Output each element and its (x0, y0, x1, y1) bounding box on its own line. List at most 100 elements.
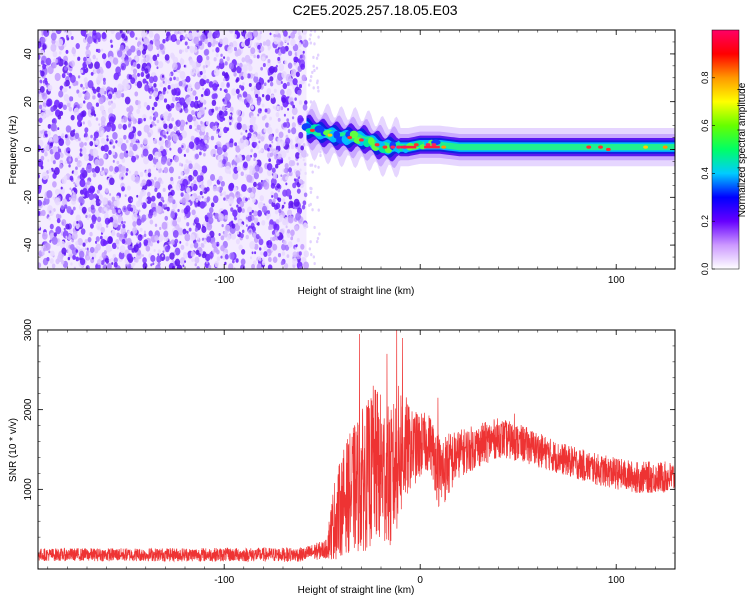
noise-speck (136, 138, 139, 142)
noise-speck (161, 204, 165, 209)
noise-speck (251, 263, 256, 269)
noise-speck (290, 38, 296, 47)
noise-speck (87, 36, 93, 44)
noise-speck (218, 232, 221, 237)
noise-speck (236, 62, 240, 67)
noise-speck (95, 117, 99, 121)
noise-speck (153, 249, 156, 253)
noise-speck (160, 157, 167, 165)
noise-speck (38, 54, 41, 61)
noise-speck (115, 140, 118, 144)
noise-speck (309, 41, 313, 45)
noise-speck (120, 143, 127, 152)
noise-speck (293, 198, 300, 207)
noise-speck (149, 116, 153, 120)
noise-speck (112, 90, 115, 94)
noise-speck (80, 162, 83, 166)
noise-speck (288, 50, 293, 57)
noise-speck (156, 66, 159, 70)
noise-speck (125, 150, 129, 154)
noise-speck (130, 198, 133, 202)
noise-speck (282, 189, 288, 197)
noise-speck (287, 229, 291, 234)
noise-speck (100, 115, 106, 124)
noise-speck (204, 88, 211, 97)
noise-speck (142, 138, 148, 145)
noise-speck (271, 94, 274, 99)
noise-speck (313, 225, 316, 230)
noise-speck (175, 102, 182, 112)
noise-speck (174, 247, 181, 256)
noise-speck (136, 49, 142, 57)
noise-speck (177, 147, 183, 154)
noise-speck (278, 63, 285, 72)
noise-speck (292, 182, 297, 189)
noise-speck (175, 76, 180, 82)
noise-speck (109, 204, 114, 211)
noise-speck (163, 230, 169, 238)
noise-speck (263, 181, 270, 190)
noise-speck (254, 251, 257, 255)
noise-speck (209, 174, 216, 182)
noise-speck (133, 244, 139, 253)
noise-speck (236, 49, 242, 57)
noise-speck (215, 40, 219, 45)
noise-speck (163, 114, 168, 121)
noise-speck (143, 156, 149, 165)
noise-speck (191, 110, 195, 116)
noise-speck (288, 35, 291, 39)
noise-speck (92, 54, 96, 60)
noise-speck (281, 243, 286, 251)
noise-speck (58, 214, 62, 219)
noise-speck (124, 96, 131, 105)
noise-speck (235, 190, 241, 199)
noise-speck (274, 155, 278, 160)
noise-speck (104, 217, 110, 225)
noise-speck (247, 99, 251, 103)
noise-speck (75, 166, 78, 171)
noise-speck (267, 79, 270, 83)
noise-speck (247, 215, 253, 222)
noise-speck (206, 78, 210, 84)
noise-speck (253, 88, 260, 97)
spectrogram-y-axis-label: Frequency (Hz) (8, 116, 19, 185)
noise-speck (52, 146, 58, 154)
noise-speck (156, 240, 160, 244)
noise-speck (102, 264, 108, 269)
noise-speck (80, 202, 83, 206)
noise-speck (78, 196, 84, 204)
noise-speck (95, 76, 102, 85)
noise-speck (186, 114, 193, 123)
noise-speck (168, 166, 174, 174)
noise-speck (106, 138, 109, 142)
noise-speck (290, 100, 294, 106)
noise-speck (312, 64, 315, 68)
noise-speck (88, 122, 92, 128)
noise-speck (115, 90, 122, 99)
noise-speck (255, 93, 259, 99)
noise-speck (169, 147, 172, 151)
noise-speck (101, 167, 105, 171)
noise-speck (38, 159, 44, 167)
noise-speck (113, 200, 118, 207)
noise-speck (208, 264, 212, 269)
noise-speck (137, 234, 143, 241)
noise-speck (303, 261, 309, 269)
noise-speck (128, 131, 135, 140)
noise-speck (239, 193, 243, 198)
noise-speck (311, 170, 314, 174)
noise-speck (99, 126, 103, 131)
noise-speck (206, 179, 213, 187)
noise-speck (252, 233, 256, 238)
noise-speck (109, 193, 112, 196)
noise-speck (171, 96, 176, 102)
noise-speck (68, 96, 73, 102)
x-tick-label: 100 (608, 275, 625, 286)
noise-speck (194, 96, 198, 101)
noise-speck (134, 91, 139, 97)
noise-speck (82, 121, 85, 125)
y-tick-label: -20 (23, 190, 34, 205)
noise-speck (236, 65, 242, 74)
noise-speck (80, 228, 86, 235)
noise-speck (270, 96, 276, 105)
